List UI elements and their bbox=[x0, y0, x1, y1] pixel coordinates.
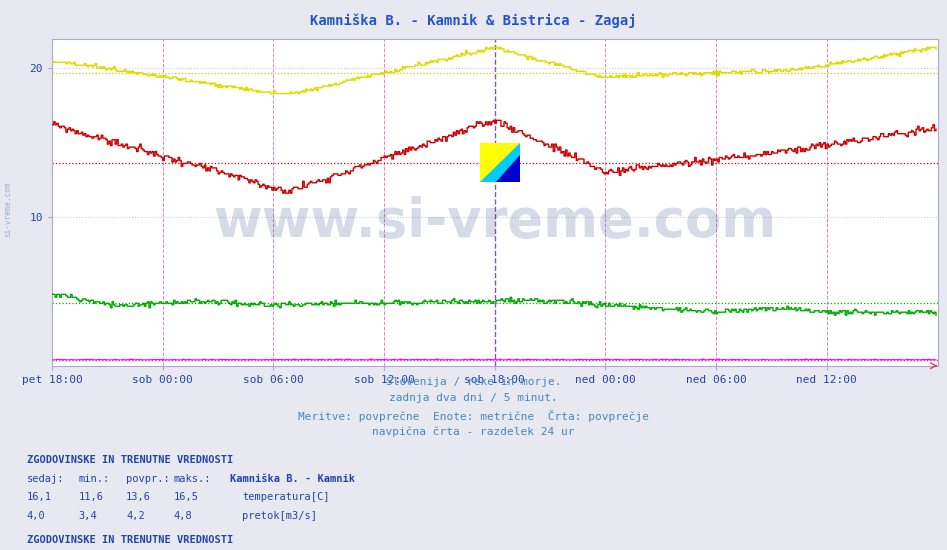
Text: www.si-vreme.com: www.si-vreme.com bbox=[213, 196, 777, 248]
Text: navpična črta - razdelek 24 ur: navpična črta - razdelek 24 ur bbox=[372, 426, 575, 437]
Text: Kamniška B. - Kamnik & Bistrica - Zagaj: Kamniška B. - Kamnik & Bistrica - Zagaj bbox=[311, 14, 636, 28]
Text: povpr.:: povpr.: bbox=[126, 474, 170, 483]
Text: 4,0: 4,0 bbox=[27, 511, 45, 521]
Text: 13,6: 13,6 bbox=[126, 492, 151, 502]
Text: 3,4: 3,4 bbox=[79, 511, 98, 521]
Text: 16,1: 16,1 bbox=[27, 492, 51, 502]
Text: Slovenija / reke in morje.: Slovenija / reke in morje. bbox=[385, 377, 562, 387]
Text: temperatura[C]: temperatura[C] bbox=[242, 492, 330, 502]
Text: maks.:: maks.: bbox=[173, 474, 211, 483]
Text: 4,2: 4,2 bbox=[126, 511, 145, 521]
Text: 4,8: 4,8 bbox=[173, 511, 192, 521]
Text: pretok[m3/s]: pretok[m3/s] bbox=[242, 511, 317, 521]
Text: Kamniška B. - Kamnik: Kamniška B. - Kamnik bbox=[230, 474, 355, 483]
Text: ZGODOVINSKE IN TRENUTNE VREDNOSTI: ZGODOVINSKE IN TRENUTNE VREDNOSTI bbox=[27, 455, 233, 465]
Text: ZGODOVINSKE IN TRENUTNE VREDNOSTI: ZGODOVINSKE IN TRENUTNE VREDNOSTI bbox=[27, 535, 233, 545]
Text: 11,6: 11,6 bbox=[79, 492, 103, 502]
Text: Meritve: povprečne  Enote: metrične  Črta: povprečje: Meritve: povprečne Enote: metrične Črta:… bbox=[298, 410, 649, 422]
Text: min.:: min.: bbox=[79, 474, 110, 483]
Text: sedaj:: sedaj: bbox=[27, 474, 64, 483]
Polygon shape bbox=[496, 155, 520, 183]
Polygon shape bbox=[480, 143, 520, 183]
Text: zadnja dva dni / 5 minut.: zadnja dva dni / 5 minut. bbox=[389, 393, 558, 403]
Text: 16,5: 16,5 bbox=[173, 492, 198, 502]
Text: si-vreme.com: si-vreme.com bbox=[3, 182, 12, 236]
